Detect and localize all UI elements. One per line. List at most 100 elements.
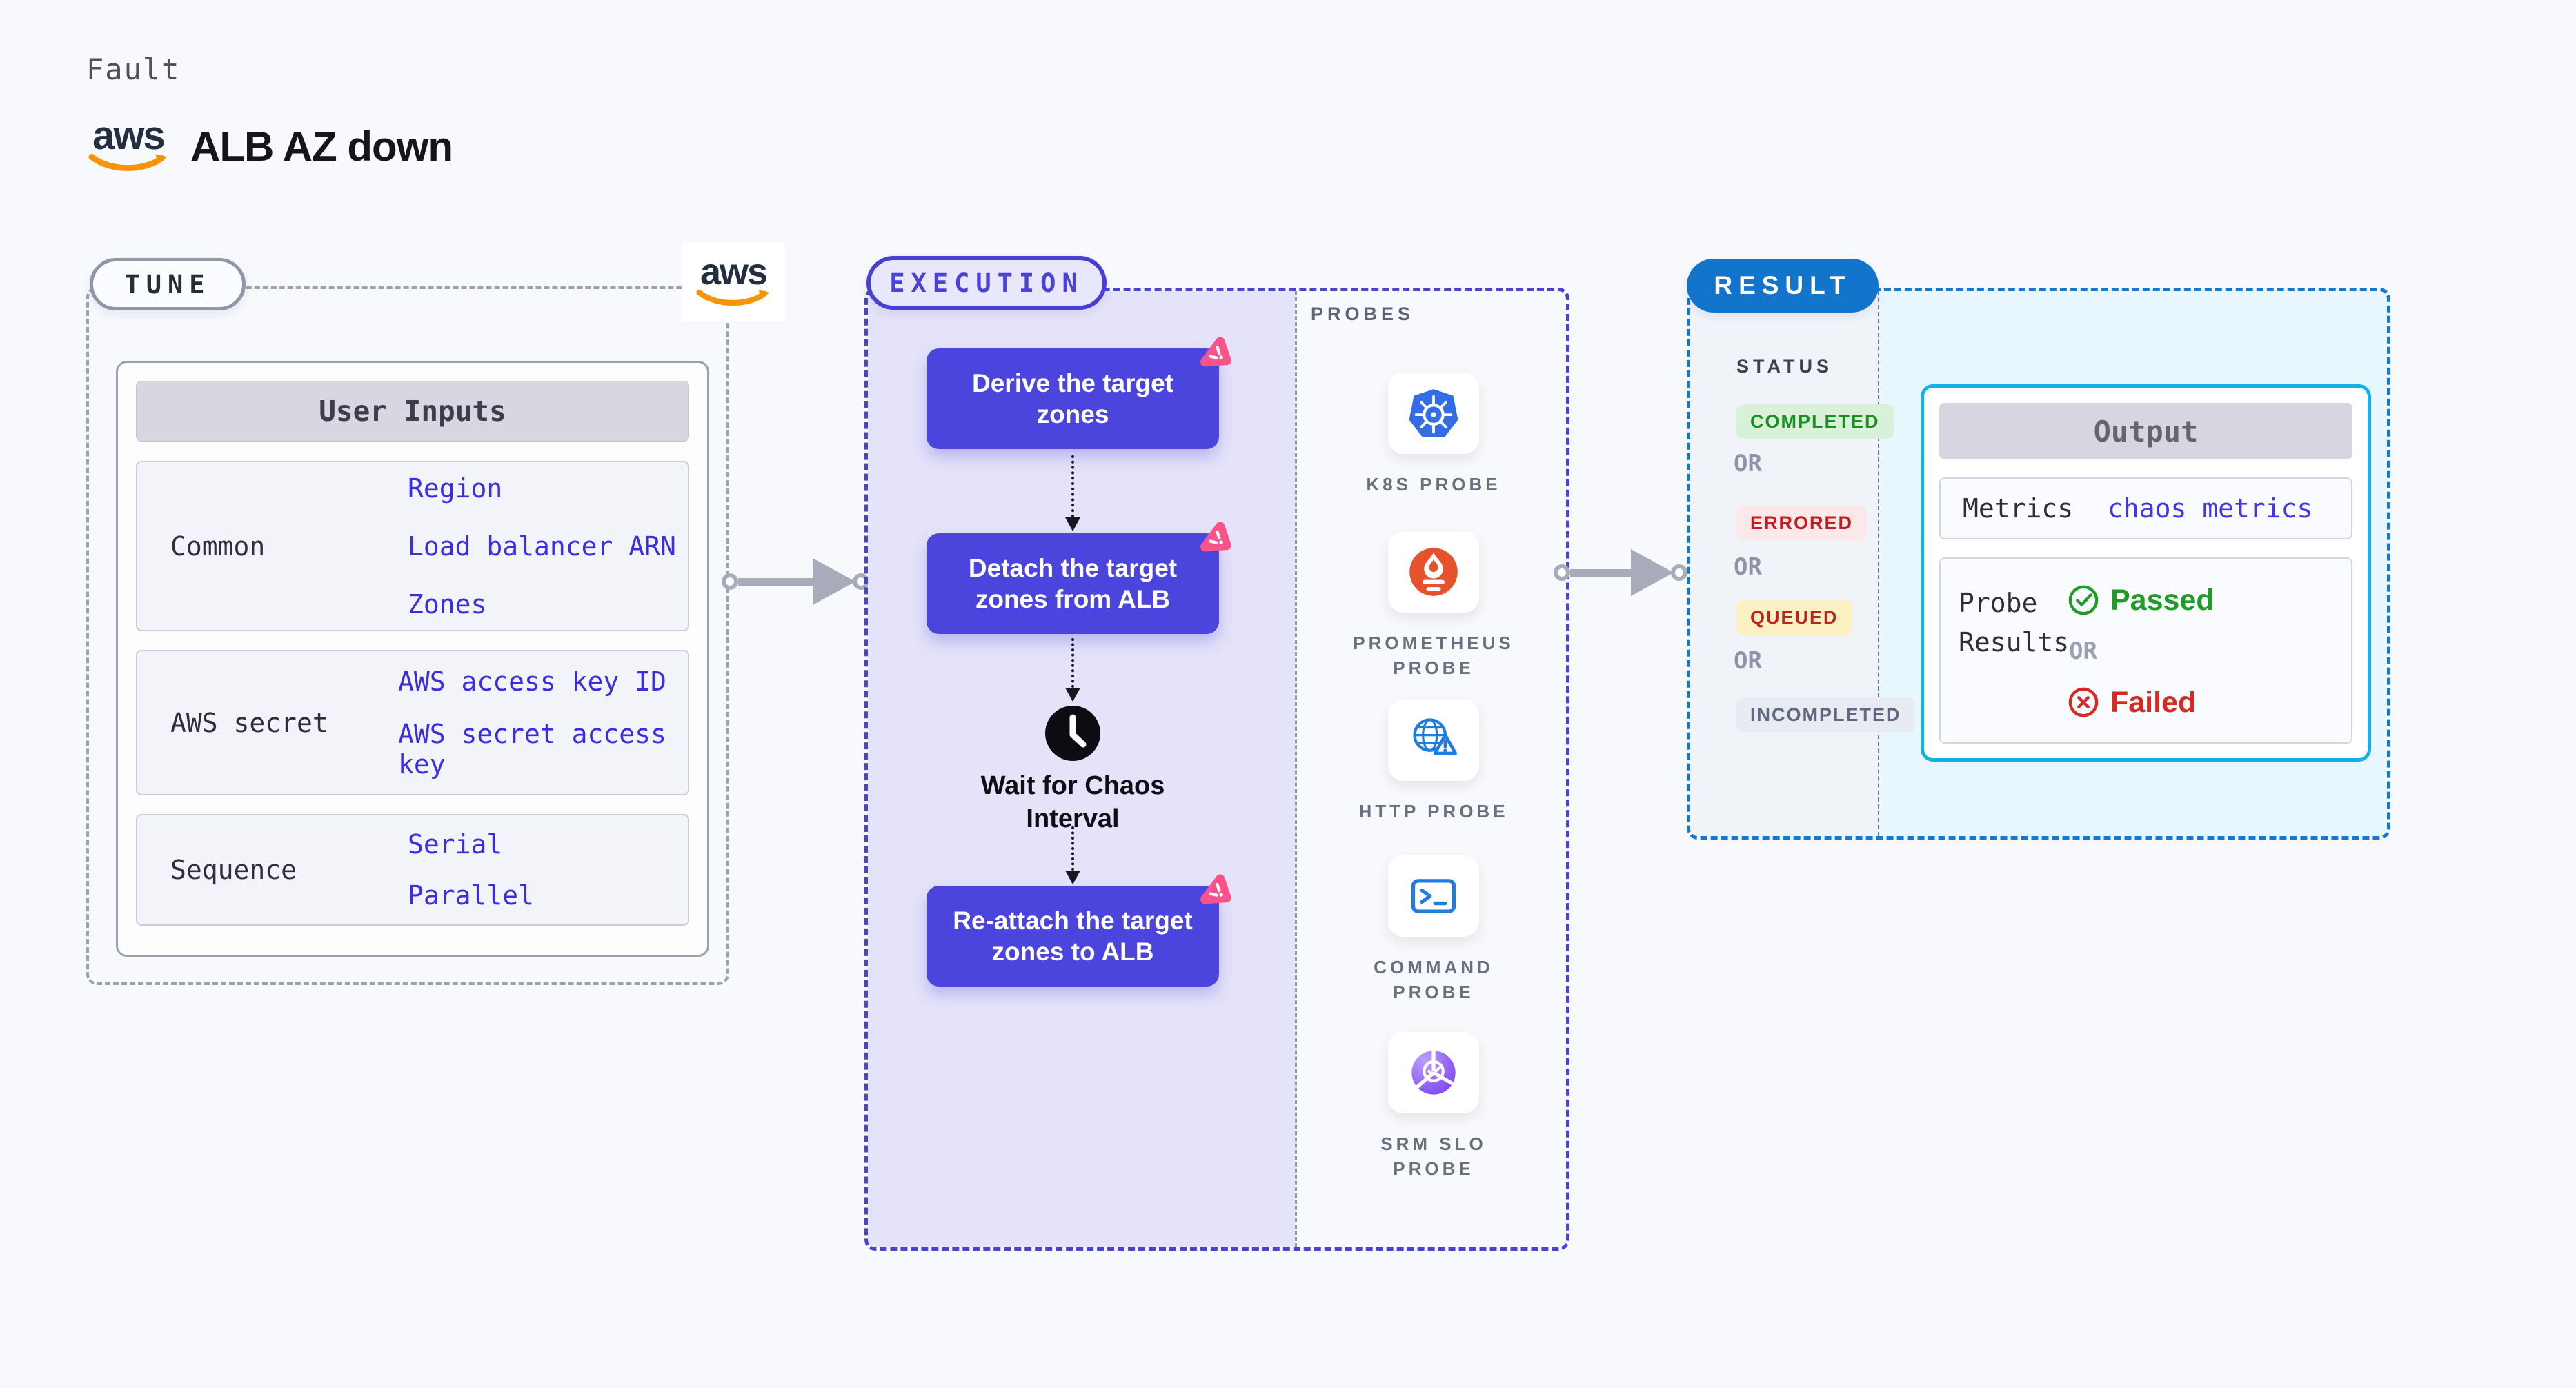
- tune-section: [86, 286, 729, 985]
- user-inputs-card: User Inputs Common Region Load balancer …: [116, 361, 709, 957]
- input-value: Parallel: [408, 880, 535, 911]
- probe-results-content: Passed OR Failed: [2068, 584, 2215, 742]
- k8s-probe-icon: [1409, 389, 1458, 437]
- chaos-fault-icon: [1200, 522, 1231, 552]
- execution-background: [868, 291, 1566, 1247]
- tune-to-execution-arrow: [722, 558, 869, 605]
- probe-http: HTTP PROBE: [1341, 700, 1526, 824]
- execution-probes-divider: [1295, 291, 1297, 1247]
- arrow-line: [738, 577, 813, 586]
- command-probe-icon: [1411, 879, 1456, 913]
- output-title: Output: [1939, 403, 2352, 459]
- check-circle-icon: [2068, 585, 2099, 615]
- input-row-aws-secret: AWS secret AWS access key ID AWS secret …: [136, 650, 689, 795]
- page-title: ALB AZ down: [190, 123, 453, 170]
- input-row-sequence: Sequence Serial Parallel: [136, 814, 689, 926]
- probe-label: SRM SLO PROBE: [1380, 1133, 1487, 1180]
- status-badge-errored: ERRORED: [1736, 506, 1867, 540]
- status-badge-incompleted: INCOMPLETED: [1736, 697, 1915, 732]
- probes-title: PROBES: [1311, 304, 1415, 324]
- execution-section: [864, 288, 1569, 1251]
- metrics-row: Metrics chaos metrics: [1939, 477, 2352, 539]
- status-or: OR: [1734, 553, 1762, 581]
- probe-srm-slo: SRM SLO PROBE: [1341, 1032, 1526, 1182]
- probe-card: [1388, 531, 1479, 613]
- flow-connector: [1065, 638, 1080, 702]
- failed-label: Failed: [2110, 685, 2197, 719]
- aws-wordmark: aws: [700, 251, 768, 293]
- probe-prometheus: PROMETHEUS PROBE: [1341, 531, 1526, 681]
- input-row-common: Common Region Load balancer ARN Zones: [136, 461, 689, 631]
- result-badge: RESULT: [1687, 259, 1879, 313]
- probe-results-row: Probe Results Passed OR Failed: [1939, 557, 2352, 744]
- input-value: AWS secret access key: [398, 718, 666, 780]
- metrics-label: Metrics: [1963, 493, 2074, 524]
- status-or: OR: [1734, 450, 1762, 477]
- execution-to-result-arrow: [1554, 549, 1687, 596]
- step-derive-target-zones: Derive the target zones: [927, 337, 1231, 449]
- flow-connector: [1065, 826, 1080, 884]
- input-row-label: Common: [170, 531, 266, 562]
- output-card: Output Metrics chaos metrics Probe Resul…: [1921, 384, 2371, 762]
- input-row-values: Region Load balancer ARN Zones: [408, 462, 676, 630]
- step-label: Derive the target zones: [972, 368, 1173, 428]
- probe-results-label: Probe Results: [1959, 588, 2070, 657]
- step-label: Re-attach the target zones to ALB: [953, 906, 1193, 966]
- result-status-area: [1690, 291, 1878, 836]
- probe-card: [1388, 855, 1479, 937]
- arrow-start-node: [722, 573, 738, 590]
- aws-logo: aws: [86, 113, 170, 173]
- srm-slo-probe-icon: [1411, 1050, 1456, 1095]
- chaos-fault-icon: [1200, 874, 1231, 904]
- flow-connector: [1065, 455, 1080, 531]
- input-row-label: AWS secret: [170, 707, 328, 738]
- input-row-label: Sequence: [170, 855, 297, 885]
- wait-clock-icon: [1044, 704, 1102, 762]
- tune-badge: TUNE: [90, 258, 246, 310]
- user-inputs-title: User Inputs: [136, 381, 689, 442]
- arrow-line: [1570, 568, 1631, 577]
- fault-eyebrow: Fault: [86, 52, 181, 86]
- probe-passed: Passed: [2068, 584, 2215, 617]
- arrow-head: [1631, 549, 1674, 596]
- chaos-fault-icon: [1200, 337, 1231, 367]
- probe-failed: Failed: [2068, 686, 2215, 719]
- probe-k8s: K8S PROBE: [1341, 373, 1526, 497]
- input-value: Zones: [408, 588, 487, 619]
- probe-label: COMMAND PROBE: [1374, 957, 1494, 1003]
- metrics-value: chaos metrics: [2108, 493, 2313, 524]
- arrow-end-node: [1671, 564, 1687, 581]
- aws-smile-icon: [696, 289, 770, 306]
- aws-provider-logo: aws: [682, 243, 785, 321]
- arrow-start-node: [1554, 564, 1570, 581]
- step-label: Detach the target zones from ALB: [968, 553, 1178, 613]
- input-row-values: AWS access key ID AWS secret access key: [398, 651, 688, 794]
- status-or: OR: [1734, 647, 1762, 675]
- probe-label: HTTP PROBE: [1358, 801, 1509, 822]
- execution-flow-area: [868, 291, 1295, 1247]
- http-probe-icon: [1413, 718, 1458, 755]
- aws-smile-icon: [88, 154, 168, 172]
- arrow-head: [813, 558, 855, 605]
- execution-badge: EXECUTION: [866, 256, 1107, 310]
- status-badge-queued: QUEUED: [1736, 600, 1852, 635]
- probe-card: [1388, 373, 1479, 454]
- input-value: Serial: [408, 829, 503, 860]
- x-circle-icon: [2068, 687, 2099, 717]
- status-badge-completed: COMPLETED: [1736, 404, 1894, 439]
- probe-label: PROMETHEUS PROBE: [1353, 633, 1514, 679]
- probe-label: K8S PROBE: [1366, 474, 1501, 495]
- prometheus-probe-icon: [1409, 548, 1458, 596]
- aws-wordmark: aws: [92, 113, 166, 158]
- probe-card: [1388, 1032, 1479, 1113]
- probe-card: [1388, 700, 1479, 781]
- input-row-values: Serial Parallel: [408, 815, 534, 924]
- probe-command: COMMAND PROBE: [1341, 855, 1526, 1005]
- step-detach-target-zones: Detach the target zones from ALB: [927, 522, 1231, 634]
- result-divider: [1878, 291, 1879, 836]
- status-title: STATUS: [1736, 356, 1833, 377]
- passed-label: Passed: [2110, 583, 2215, 617]
- probe-results-or: OR: [2069, 637, 2097, 665]
- input-value: Region: [408, 473, 503, 504]
